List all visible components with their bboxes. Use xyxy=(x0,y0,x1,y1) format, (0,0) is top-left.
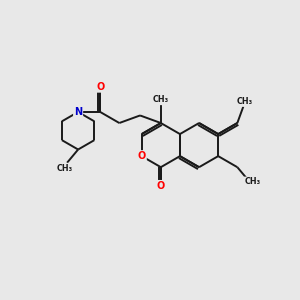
Text: O: O xyxy=(157,181,165,191)
Text: CH₃: CH₃ xyxy=(57,164,73,173)
Text: CH₃: CH₃ xyxy=(236,97,253,106)
Text: O: O xyxy=(138,151,146,161)
Text: O: O xyxy=(96,82,104,92)
Text: CH₃: CH₃ xyxy=(244,177,260,186)
Text: N: N xyxy=(74,107,82,117)
Text: CH₃: CH₃ xyxy=(153,95,169,104)
